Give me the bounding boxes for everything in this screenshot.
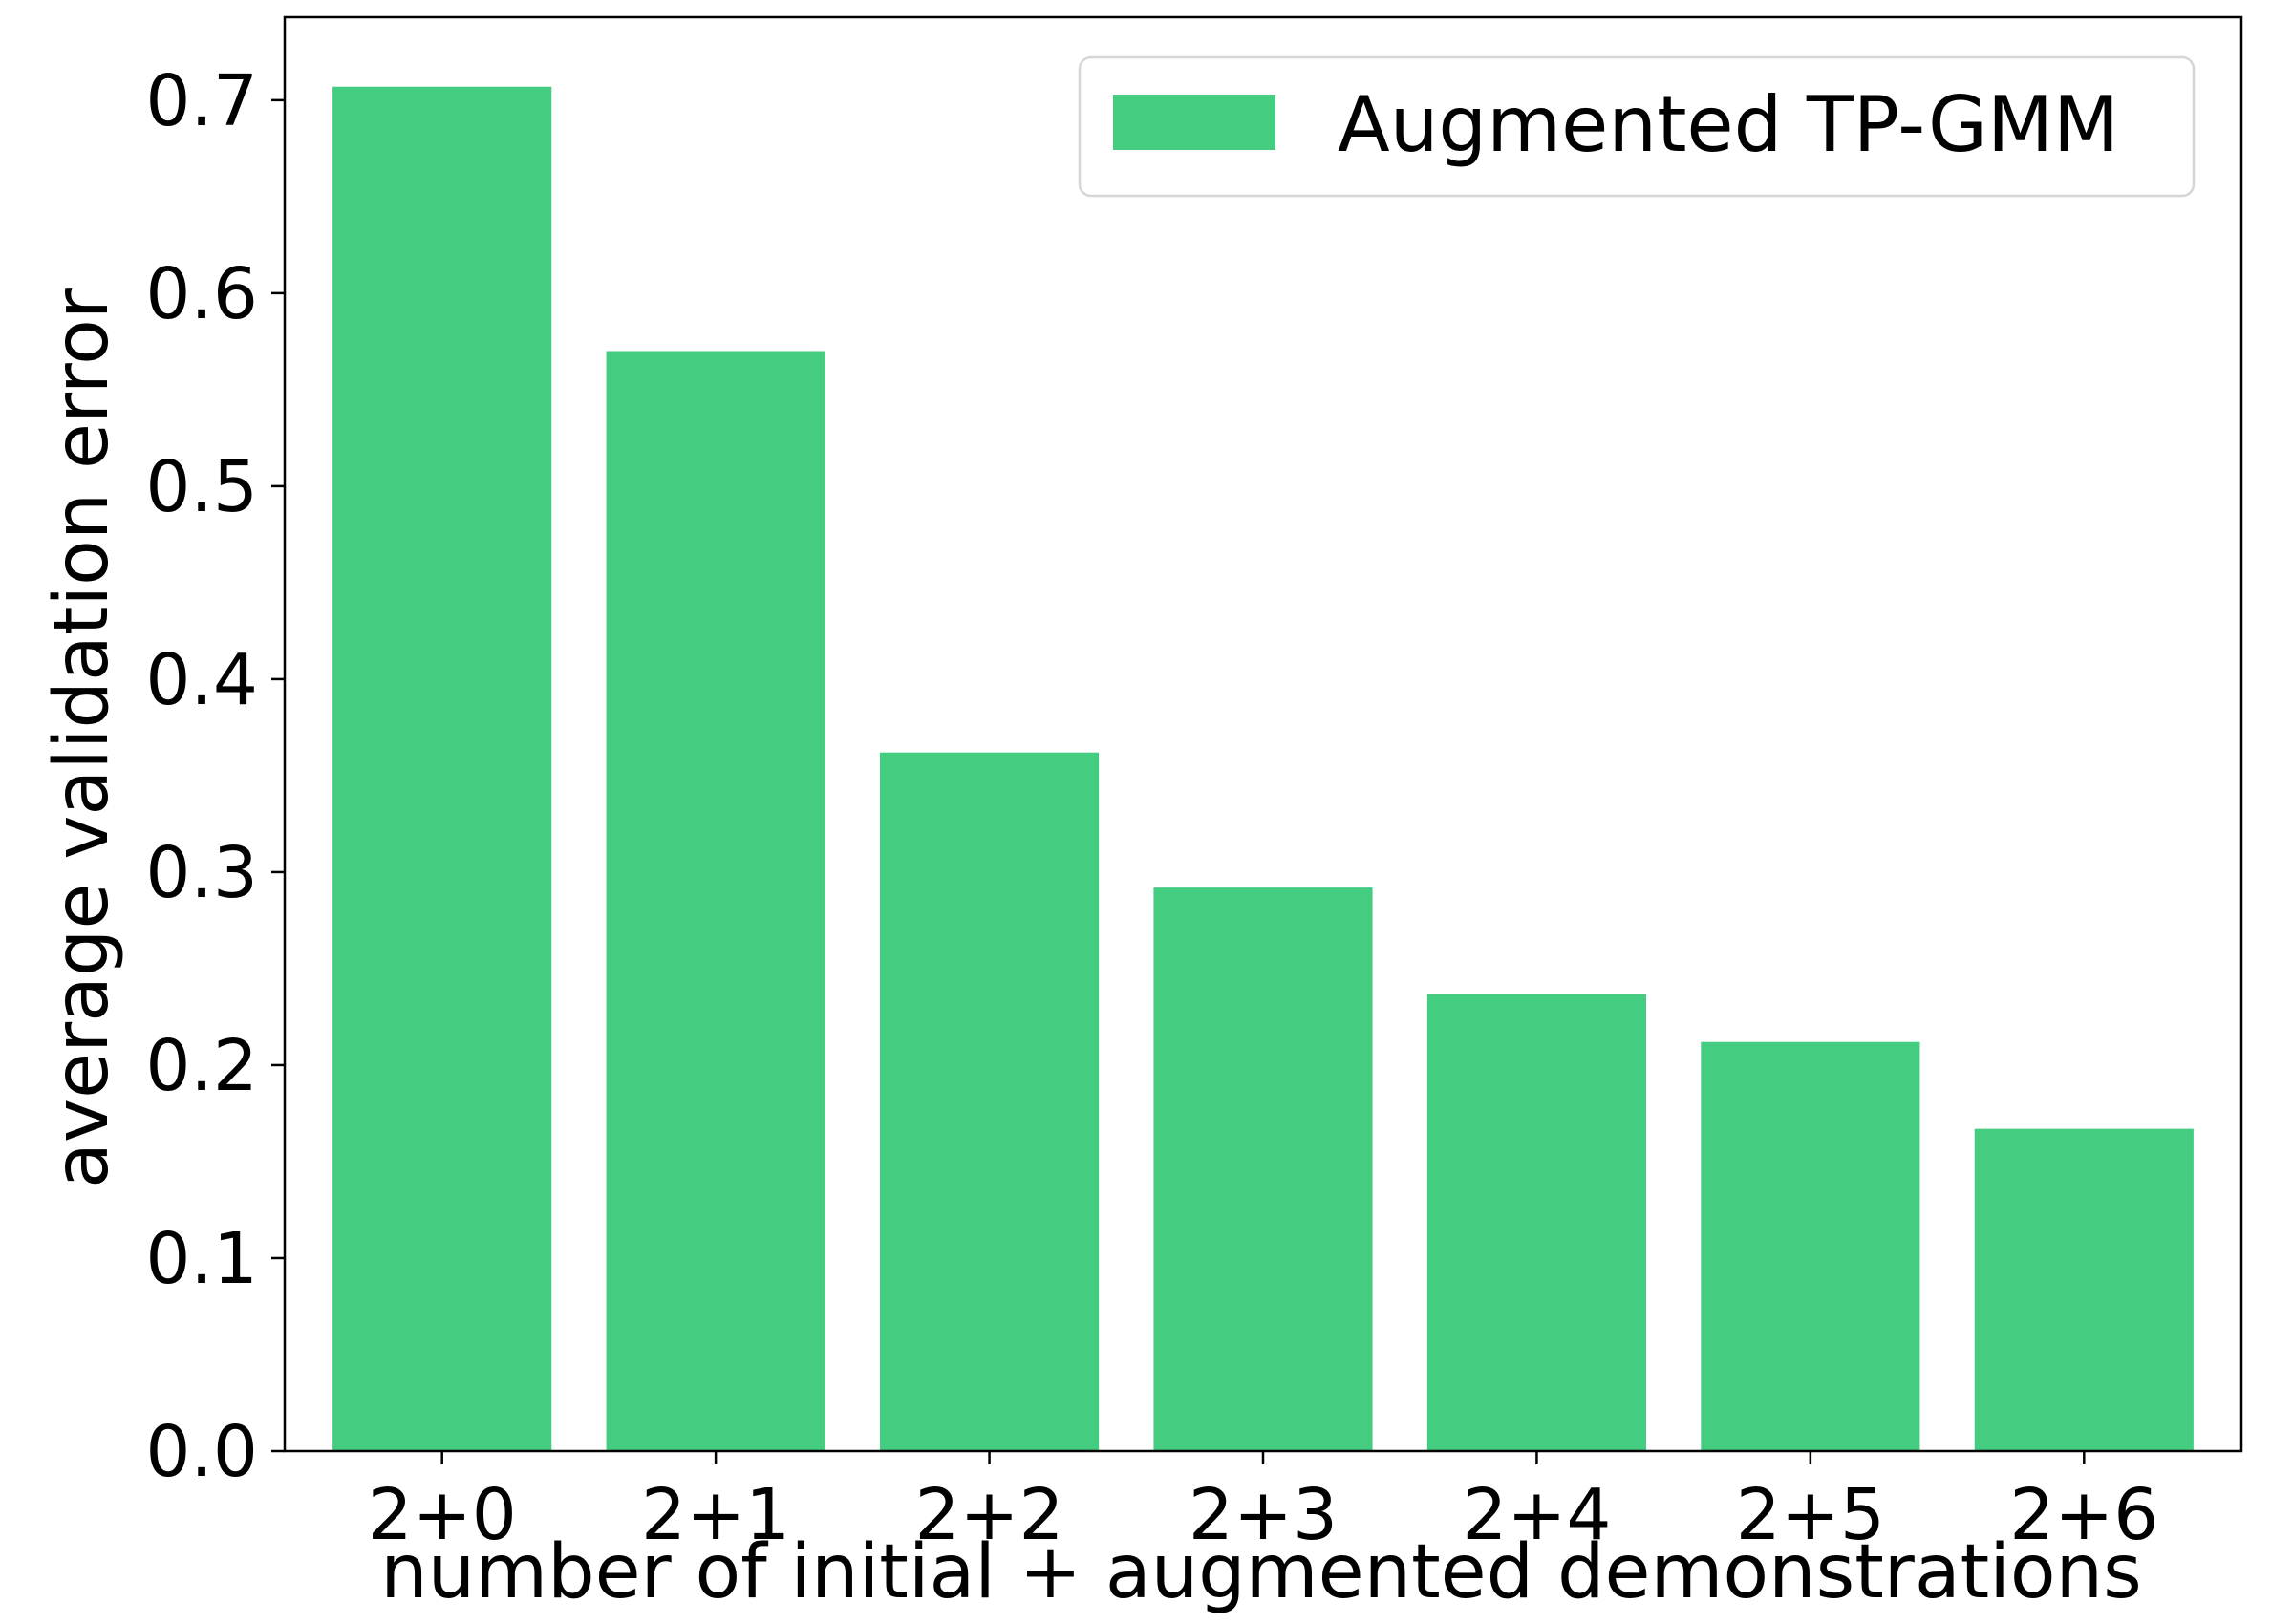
y-tick-label: 0.4 [145, 639, 258, 721]
y-tick-label: 0.5 [145, 446, 258, 528]
bar-2+5 [1701, 1041, 1920, 1451]
bar-2+2 [879, 752, 1100, 1451]
x-axis-ticks: 2+0 2+1 2+2 2+3 2+4 2+5 2+6 [368, 1451, 2158, 1556]
y-tick-label: 0.6 [145, 253, 258, 335]
bars-layer [332, 86, 2194, 1452]
y-tick-label: 0.3 [145, 832, 258, 914]
x-tick-label: 2+1 [641, 1474, 790, 1556]
y-axis-label: average validation error [39, 288, 125, 1188]
bar-2+4 [1426, 994, 1647, 1451]
y-tick-label: 0.1 [145, 1218, 258, 1300]
legend: Augmented TP-GMM [1078, 55, 2196, 198]
x-tick-label: 2+0 [368, 1474, 517, 1556]
legend-swatch [1113, 95, 1275, 150]
bar-2+6 [1974, 1128, 2194, 1451]
bar-2+3 [1153, 887, 1373, 1451]
legend-box [1078, 55, 2196, 198]
bar-2+0 [332, 86, 552, 1451]
plot-frame [283, 15, 2243, 1453]
x-tick-label: 2+2 [914, 1474, 1063, 1556]
legend-label: Augmented TP-GMM [1338, 80, 2119, 169]
y-axis-ticks: 0.0 0.1 0.2 0.3 0.4 0.5 0.6 0.7 [145, 60, 285, 1493]
x-tick-label: 2+6 [2009, 1474, 2158, 1556]
y-tick-label: 0.2 [145, 1025, 258, 1107]
bar-2+1 [606, 351, 825, 1452]
x-tick-label: 2+4 [1462, 1474, 1611, 1556]
x-tick-label: 2+5 [1736, 1474, 1885, 1556]
x-axis-label: number of initial + augmented demonstrat… [380, 1529, 2141, 1615]
x-tick-label: 2+3 [1189, 1474, 1338, 1556]
y-tick-label: 0.7 [145, 60, 258, 142]
y-tick-label: 0.0 [145, 1411, 258, 1493]
